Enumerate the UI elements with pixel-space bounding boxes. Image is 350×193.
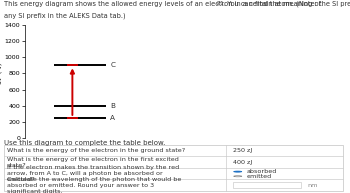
Text: . You can find the meaning of: . You can find the meaning of <box>223 1 321 7</box>
Text: any SI prefix in the ALEKS Data tab.): any SI prefix in the ALEKS Data tab.) <box>4 13 125 19</box>
Text: Use this diagram to complete the table below.: Use this diagram to complete the table b… <box>4 140 165 146</box>
Text: Calculate the wavelength of the photon that would be
absorbed or emitted. Round : Calculate the wavelength of the photon t… <box>7 177 181 193</box>
Text: emitted: emitted <box>247 174 272 179</box>
Text: nm: nm <box>307 183 318 188</box>
Text: absorbed: absorbed <box>247 169 277 174</box>
Circle shape <box>234 176 242 177</box>
Text: B: B <box>110 103 115 109</box>
Text: If the electron makes the transition shown by the red
arrow, from A to C, will a: If the electron makes the transition sho… <box>7 165 179 182</box>
Circle shape <box>234 171 242 172</box>
Text: C: C <box>110 62 115 68</box>
Text: What is the energy of the electron in the first excited
state?: What is the energy of the electron in th… <box>7 157 179 168</box>
Text: 400 zJ: 400 zJ <box>233 160 252 165</box>
Text: -21: -21 <box>215 1 224 6</box>
Text: 250 zJ: 250 zJ <box>233 148 252 153</box>
Y-axis label: energy (zJ): energy (zJ) <box>0 63 2 100</box>
Text: What is the energy of the electron in the ground state?: What is the energy of the electron in th… <box>7 148 185 153</box>
Bar <box>233 182 301 188</box>
Text: A: A <box>110 115 115 121</box>
Text: This energy diagram shows the allowed energy levels of an electron in a certain : This energy diagram shows the allowed en… <box>4 1 350 8</box>
